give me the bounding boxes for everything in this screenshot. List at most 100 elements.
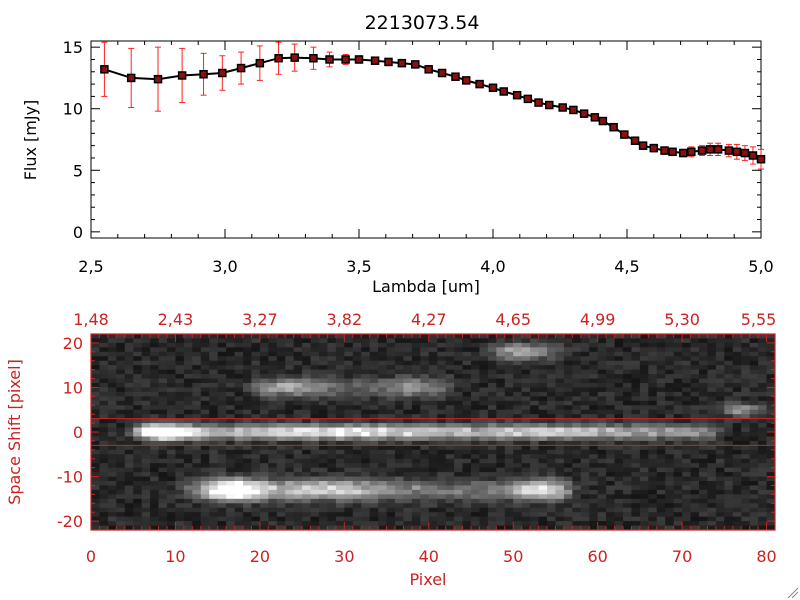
image-pixel — [479, 507, 489, 513]
image-pixel — [175, 391, 185, 397]
image-pixel — [209, 472, 219, 478]
image-pixel — [361, 374, 371, 380]
image-pixel — [428, 476, 438, 482]
image-pixel — [276, 489, 286, 495]
image-pixel — [496, 334, 506, 340]
image-pixel — [530, 521, 540, 527]
image-pixel — [411, 458, 421, 464]
image-pixel — [538, 481, 548, 487]
image-pixel — [572, 445, 582, 451]
image-pixel — [471, 351, 481, 357]
image-pixel — [99, 374, 109, 380]
image-pixel — [589, 378, 599, 384]
image-pixel — [749, 498, 759, 504]
image-pixel — [234, 360, 244, 366]
image-pixel — [758, 418, 768, 424]
image-pixel — [124, 391, 134, 397]
image-pixel — [209, 351, 219, 357]
image-pixel — [226, 387, 236, 393]
image-pixel — [639, 436, 649, 442]
image-pixel — [319, 351, 329, 357]
image-pixel — [673, 414, 683, 420]
image-pixel — [175, 481, 185, 487]
image-pixel — [107, 525, 117, 530]
image-pixel — [572, 436, 582, 442]
image-pixel — [445, 414, 455, 420]
image-pixel — [648, 342, 658, 348]
image-pixel — [150, 338, 160, 344]
image-pixel — [656, 418, 666, 424]
image-pixel — [251, 338, 261, 344]
image-pixel — [580, 507, 590, 513]
image-pixel — [302, 458, 312, 464]
image-pixel — [572, 432, 582, 438]
image-pixel — [352, 378, 362, 384]
image-pixel — [209, 525, 219, 530]
image-pixel — [310, 360, 320, 366]
image-pixel — [471, 445, 481, 451]
image-pixel — [445, 360, 455, 366]
image-pixel — [673, 360, 683, 366]
image-pixel — [200, 423, 210, 429]
image-pixel — [530, 400, 540, 406]
image-pixel — [335, 440, 345, 446]
image-pixel — [504, 365, 514, 371]
image-pixel — [344, 423, 354, 429]
image-pixel — [623, 418, 633, 424]
image-pixel — [538, 476, 548, 482]
image-pixel — [327, 485, 337, 491]
image-pixel — [580, 374, 590, 380]
image-pixel — [631, 414, 641, 420]
image-pixel — [496, 427, 506, 433]
image-pixel — [141, 383, 151, 389]
image-pixel — [378, 351, 388, 357]
image-pixel — [631, 396, 641, 402]
image-pixel — [741, 365, 751, 371]
image-pixel — [192, 378, 202, 384]
image-pixel — [209, 440, 219, 446]
image-pixel — [335, 427, 345, 433]
image-pixel — [639, 485, 649, 491]
image-pixel — [150, 400, 160, 406]
image-pixel — [369, 498, 379, 504]
image-pixel — [141, 418, 151, 424]
image-pixel — [563, 396, 573, 402]
image-pixel — [682, 445, 692, 451]
image-pixel — [91, 440, 101, 446]
image-pixel — [107, 427, 117, 433]
image-pixel — [226, 391, 236, 397]
image-pixel — [673, 356, 683, 362]
image-pixel — [99, 503, 109, 509]
image-pixel — [521, 400, 531, 406]
image-pixel — [259, 427, 269, 433]
image-pixel — [479, 512, 489, 518]
image-pixel — [302, 405, 312, 411]
image-pixel — [606, 342, 616, 348]
image-pixel — [361, 396, 371, 402]
image-pixel — [91, 472, 101, 478]
image-pixel — [648, 454, 658, 460]
image-pixel — [99, 418, 109, 424]
image-pixel — [217, 418, 227, 424]
image-pixel — [217, 440, 227, 446]
image-pixel — [403, 383, 413, 389]
image-pixel — [673, 489, 683, 495]
image-pixel — [623, 391, 633, 397]
image-pixel — [268, 360, 278, 366]
image-pixel — [606, 383, 616, 389]
image-pixel — [462, 454, 472, 460]
image-pixel — [158, 347, 168, 353]
image-pixel — [538, 387, 548, 393]
image-pixel — [504, 503, 514, 509]
image-pixel — [614, 387, 624, 393]
image-pixel — [547, 481, 557, 487]
image-pixel — [673, 351, 683, 357]
flux-point — [598, 116, 608, 126]
image-pixel — [217, 342, 227, 348]
image-pixel — [361, 489, 371, 495]
image-pixel — [91, 498, 101, 504]
image-pixel — [209, 494, 219, 500]
image-pixel — [99, 485, 109, 491]
image-pixel — [217, 503, 227, 509]
image-pixel — [597, 525, 607, 530]
